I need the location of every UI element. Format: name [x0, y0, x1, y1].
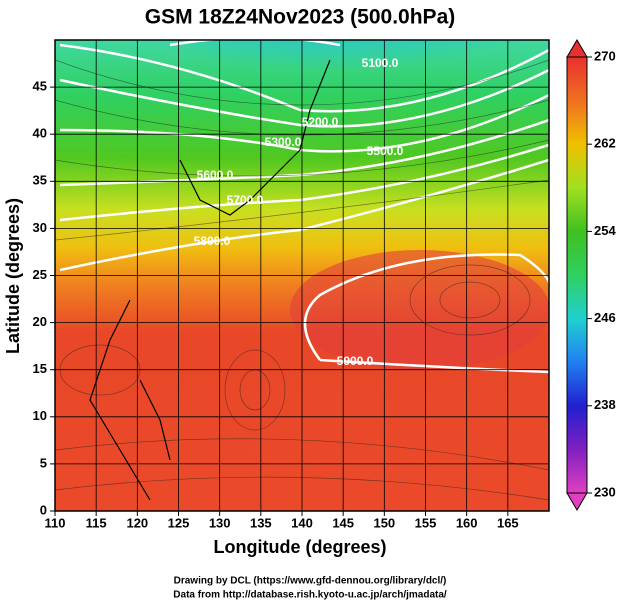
colorbar-tick-label: 254 — [594, 223, 616, 238]
x-axis-label: Longitude (degrees) — [213, 537, 386, 557]
colorbar-tick-label: 230 — [594, 484, 616, 499]
y-tick-label: 0 — [40, 502, 47, 517]
contour-label: 5200.0 — [302, 115, 339, 129]
x-tick-label: 145 — [332, 515, 354, 530]
contour-label: 5900.0 — [337, 354, 374, 368]
x-tick-label: 135 — [250, 515, 272, 530]
x-tick-label: 110 — [45, 515, 66, 530]
credit: Data from http://database.rish.kyoto-u.a… — [173, 590, 447, 601]
contour-label: 5500.0 — [367, 144, 404, 158]
credit: Drawing by DCL (https://www.gfd-dennou.o… — [174, 576, 447, 587]
x-tick-label: 155 — [415, 515, 437, 530]
x-tick-label: 150 — [373, 515, 395, 530]
chart-title: GSM 18Z24Nov2023 (500.0hPa) — [145, 6, 456, 29]
contour-label: 5700.0 — [227, 193, 264, 207]
y-tick-label: 45 — [33, 79, 47, 94]
colorbar-max-arrow — [566, 39, 588, 58]
x-tick-label: 120 — [126, 515, 148, 530]
colorbar-tick-label: 246 — [594, 310, 616, 325]
y-tick-label: 10 — [33, 408, 47, 423]
y-tick-label: 30 — [33, 220, 47, 235]
contour-label: 5100.0 — [362, 56, 399, 70]
x-tick-label: 130 — [209, 515, 231, 530]
colorbar-tick-label: 238 — [594, 397, 616, 412]
y-tick-label: 15 — [33, 361, 47, 376]
colorbar-tick-label: 270 — [594, 48, 616, 63]
y-tick-label: 5 — [40, 455, 47, 470]
x-tick-label: 115 — [86, 515, 107, 530]
x-tick-label: 165 — [497, 515, 519, 530]
contour-label: 5300.0 — [265, 135, 302, 149]
contour-label: 5800.0 — [194, 234, 231, 248]
y-tick-label: 40 — [33, 126, 47, 141]
y-tick-label: 35 — [33, 173, 47, 188]
colorbar — [566, 56, 588, 494]
x-tick-label: 140 — [291, 515, 313, 530]
x-tick-label: 125 — [168, 515, 190, 530]
colorbar-tick-label: 262 — [594, 136, 616, 151]
field — [55, 40, 549, 511]
y-tick-label: 20 — [33, 314, 47, 329]
y-axis-label: Latitude (degrees) — [3, 198, 23, 354]
y-tick-label: 25 — [33, 267, 47, 282]
contour-label: 5600.0 — [197, 168, 234, 182]
colorbar-min-arrow — [566, 492, 588, 511]
x-tick-label: 160 — [456, 515, 478, 530]
